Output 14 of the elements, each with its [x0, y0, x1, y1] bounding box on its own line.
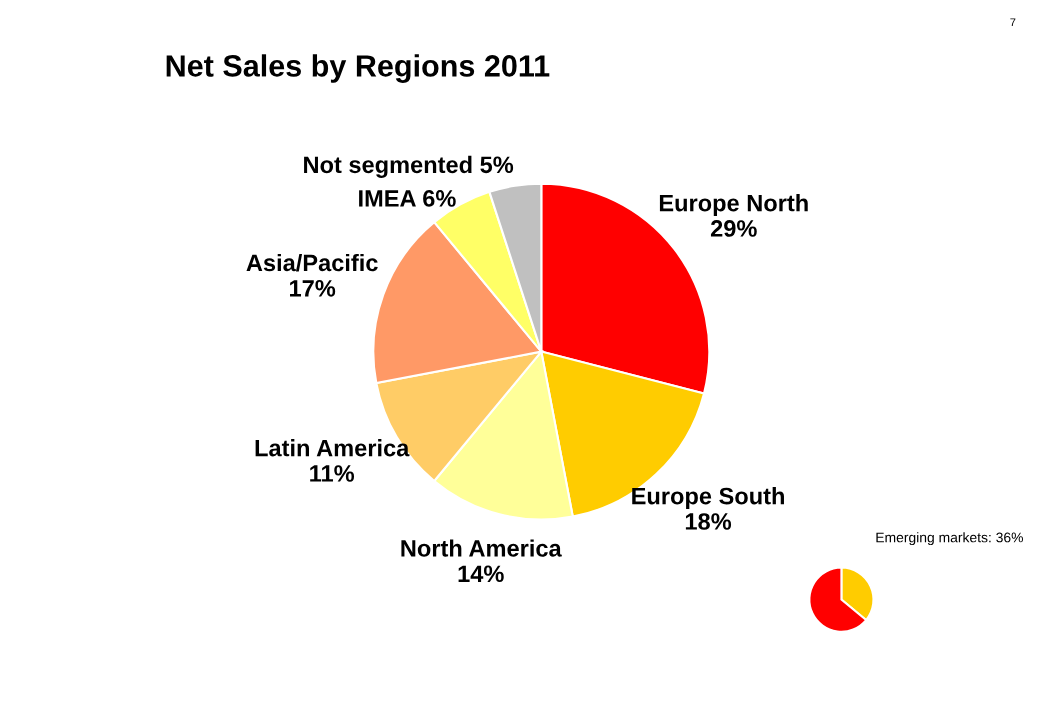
data-label: 29% [710, 220, 757, 237]
slice-label: IMEA 6% [359, 190, 456, 207]
slice-label: North America [401, 539, 562, 557]
slice-label: Europe South [632, 487, 784, 510]
slice-label: Europe North [659, 194, 808, 217]
data-label: 17% [290, 280, 336, 297]
text: Emerging markets: 36% [876, 532, 1023, 546]
slice-label: Asia/Pacific [246, 253, 378, 272]
data-label: 18% [685, 513, 732, 530]
data-label: 14% [458, 565, 504, 583]
data-label: 11% [310, 465, 355, 482]
slice-label: Not segmented 5% [304, 155, 514, 178]
chart-title: Net Sales by Regions 2011 [166, 54, 550, 83]
text: 7 [1010, 18, 1016, 27]
